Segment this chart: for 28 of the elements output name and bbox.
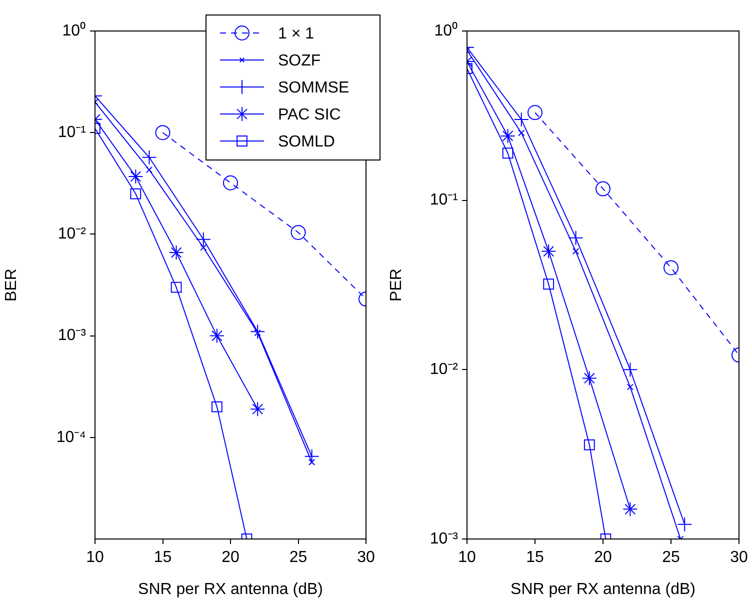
y-tick-label: 10⁻² [58, 226, 87, 243]
legend-label: SOZF [278, 52, 321, 70]
x-tick-label: 15 [526, 549, 544, 566]
x-axis-title: SNR per RX antenna (dB) [138, 580, 323, 598]
y-tick-label: 10⁻³ [58, 327, 87, 344]
x-tick-label: 25 [662, 549, 680, 566]
legend-label: SOMMSE [278, 79, 350, 96]
y-axis-title: BER [3, 268, 20, 302]
y-tick-label: 10⁻³ [430, 530, 459, 548]
x-axis-title: SNR per RX antenna (dB) [510, 580, 696, 598]
y-tick-label: 10⁻² [430, 361, 459, 378]
legend-label: 1 × 1 [278, 25, 314, 42]
x-tick-label: 15 [154, 549, 172, 566]
y-tick-label: 10⁰ [62, 21, 86, 40]
y-tick-label: 10⁻¹ [58, 124, 86, 142]
legend-label: PAC SIC [278, 106, 341, 124]
x-tick-label: 30 [357, 549, 375, 566]
x-tick-label: 10 [458, 549, 476, 566]
x-tick-label: 10 [86, 549, 104, 566]
y-tick-label: 10⁻¹ [430, 192, 458, 209]
y-tick-label: 10⁻⁴ [56, 428, 86, 446]
y-axis-title: PER [388, 268, 406, 302]
x-tick-label: 20 [222, 549, 240, 566]
y-tick-label: 10⁰ [434, 21, 458, 40]
x-tick-label: 30 [730, 549, 748, 566]
x-tick-label: 25 [289, 549, 308, 566]
x-tick-label: 20 [594, 549, 612, 566]
legend-label: SOMLD [278, 133, 335, 150]
